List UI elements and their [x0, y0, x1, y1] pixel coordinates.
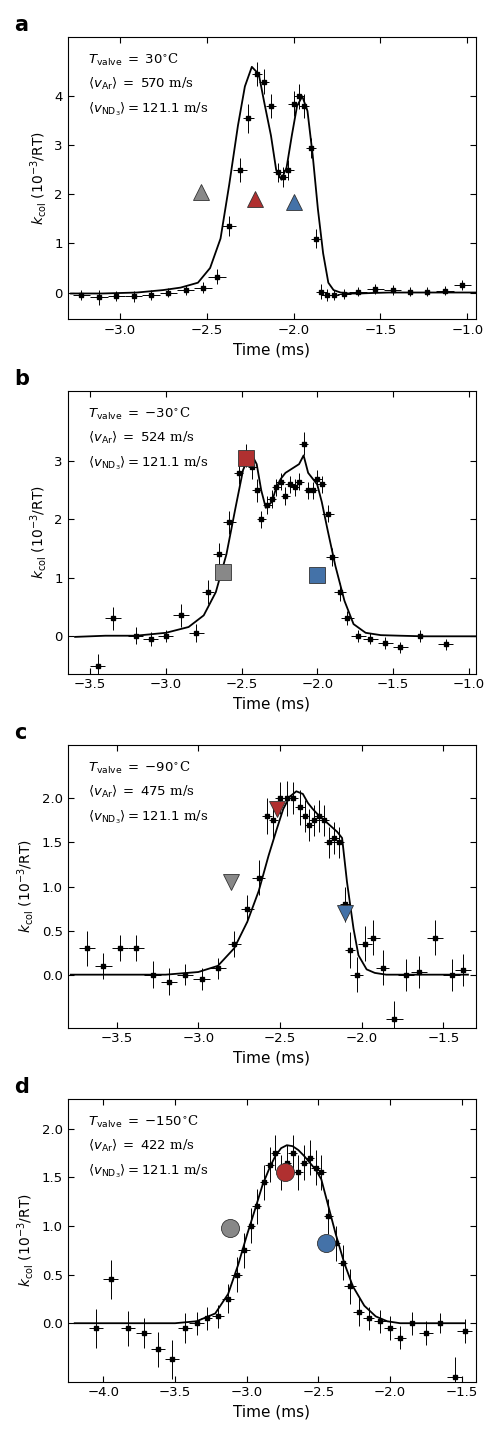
- Y-axis label: $k_{\rm col}$ $(10^{-3}/\mathrm{RT})$: $k_{\rm col}$ $(10^{-3}/\mathrm{RT})$: [15, 839, 36, 933]
- Text: a: a: [14, 14, 28, 34]
- Text: $T_{\rm valve}$$\;=\;$$-30$$^{\circ}$C
$\langle v_{\rm Ar}\rangle$$\;=\;$$524$ m: $T_{\rm valve}$$\;=\;$$-30$$^{\circ}$C $…: [88, 406, 208, 472]
- X-axis label: Time (ms): Time (ms): [234, 1405, 310, 1421]
- Y-axis label: $k_{\rm col}$ $(10^{-3}/\mathrm{RT})$: $k_{\rm col}$ $(10^{-3}/\mathrm{RT})$: [28, 485, 48, 580]
- X-axis label: Time (ms): Time (ms): [234, 697, 310, 712]
- X-axis label: Time (ms): Time (ms): [234, 343, 310, 357]
- Text: $T_{\rm valve}$$\;=\;$$-150$$^{\circ}$C
$\langle v_{\rm Ar}\rangle$$\;=\;$$422$ : $T_{\rm valve}$$\;=\;$$-150$$^{\circ}$C …: [88, 1114, 208, 1180]
- Text: $T_{\rm valve}$$\;=\;$$30$$^{\circ}$C
$\langle v_{\rm Ar}\rangle$$\;=\;$$570$ m/: $T_{\rm valve}$$\;=\;$$30$$^{\circ}$C $\…: [88, 52, 208, 118]
- Text: b: b: [14, 369, 30, 389]
- Y-axis label: $k_{\rm col}$ $(10^{-3}/\mathrm{RT})$: $k_{\rm col}$ $(10^{-3}/\mathrm{RT})$: [28, 132, 48, 225]
- Text: c: c: [14, 723, 27, 743]
- Y-axis label: $k_{\rm col}$ $(10^{-3}/\mathrm{RT})$: $k_{\rm col}$ $(10^{-3}/\mathrm{RT})$: [15, 1194, 36, 1287]
- X-axis label: Time (ms): Time (ms): [234, 1050, 310, 1066]
- Text: $T_{\rm valve}$$\;=\;$$-90$$^{\circ}$C
$\langle v_{\rm Ar}\rangle$$\;=\;$$475$ m: $T_{\rm valve}$$\;=\;$$-90$$^{\circ}$C $…: [88, 759, 208, 827]
- Text: d: d: [14, 1076, 30, 1096]
